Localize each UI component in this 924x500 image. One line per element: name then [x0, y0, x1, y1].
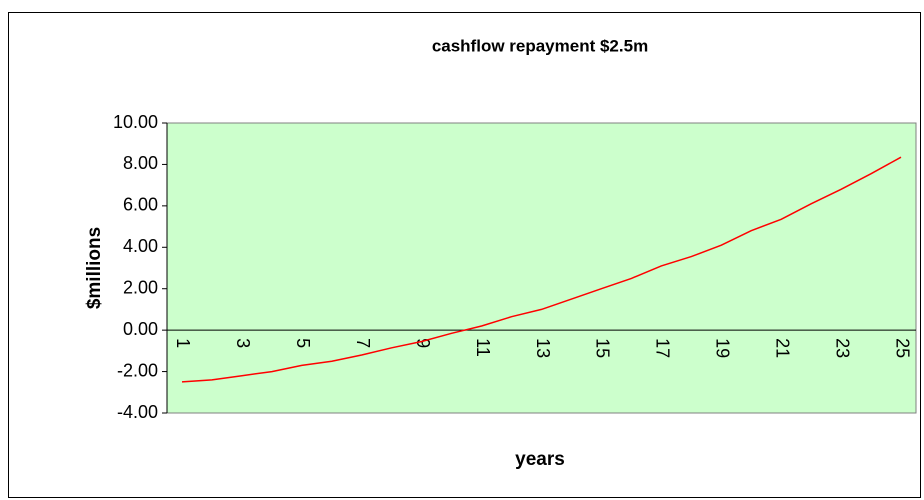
- x-tick-label: 7: [353, 338, 373, 348]
- x-tick-label: 25: [892, 338, 912, 358]
- x-tick-label: 13: [533, 338, 553, 358]
- y-axis-label: $millions: [84, 227, 105, 309]
- x-tick-label: 9: [413, 338, 433, 348]
- x-tick-label: 11: [473, 338, 493, 357]
- y-tick-label: 8.00: [123, 153, 158, 173]
- series-line: [181, 156, 902, 383]
- x-tick-label: 23: [832, 338, 852, 358]
- y-tick-label: 6.00: [123, 195, 158, 215]
- x-tick-label: 15: [593, 338, 613, 358]
- x-axis-label: years: [515, 449, 565, 470]
- y-tick-label: 0.00: [123, 319, 158, 339]
- x-tick-label: 3: [233, 338, 253, 348]
- y-tick-label: 2.00: [123, 277, 158, 297]
- y-tick-label: 10.00: [113, 112, 158, 132]
- x-tick-label: 21: [772, 338, 792, 358]
- y-tick-label: 4.00: [123, 236, 158, 256]
- x-tick-label: 5: [293, 338, 313, 348]
- chart-title: cashflow repayment $2.5m: [432, 36, 648, 55]
- x-tick-label: 1: [173, 338, 193, 348]
- y-tick-label: -2.00: [117, 360, 158, 380]
- x-tick-label: 19: [713, 338, 733, 358]
- plot-area: [166, 122, 917, 414]
- x-tick-label: 17: [653, 338, 673, 358]
- y-tick-label: -4.00: [117, 402, 158, 422]
